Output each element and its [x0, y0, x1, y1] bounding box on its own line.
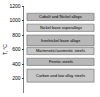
svg-text:Ferritic steels: Ferritic steels: [49, 59, 73, 64]
svg-text:800: 800: [12, 32, 21, 38]
svg-text:Carbon and low alloy steels: Carbon and low alloy steels: [36, 73, 85, 78]
svg-text:Iron/nickel base alloys: Iron/nickel base alloys: [41, 38, 80, 43]
svg-text:400: 400: [12, 61, 21, 67]
svg-text:600: 600: [12, 46, 21, 52]
svg-text:Nickel base superalloys: Nickel base superalloys: [40, 25, 82, 30]
svg-text:T, °C: T, °C: [2, 44, 8, 55]
svg-text:Martensitic/austenitic steels: Martensitic/austenitic steels: [36, 48, 85, 53]
svg-text:1000: 1000: [9, 17, 20, 23]
svg-text:Cobalt and Nickel alloys: Cobalt and Nickel alloys: [39, 14, 82, 19]
svg-text:1200: 1200: [9, 3, 20, 9]
svg-text:200: 200: [12, 75, 21, 81]
